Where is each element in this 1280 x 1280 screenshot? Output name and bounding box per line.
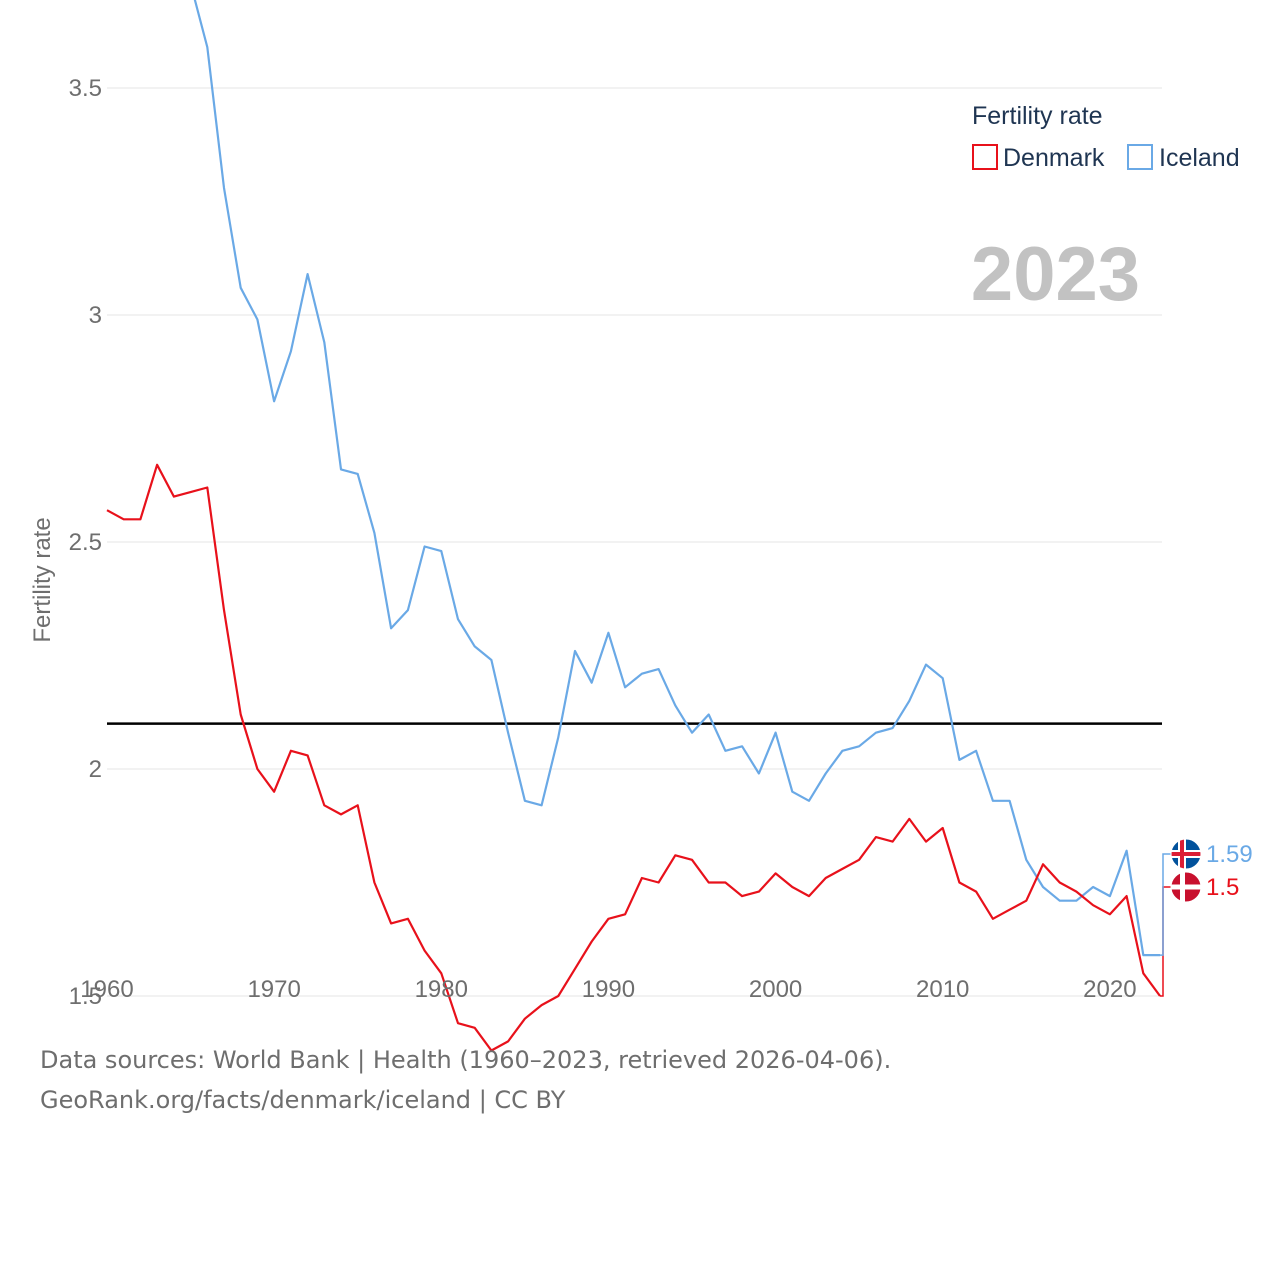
end-connector-iceland [1160,853,1172,956]
attribution-line: GeoRank.org/facts/denmark/iceland | CC B… [40,1080,891,1120]
year-label: 2023 [971,232,1140,317]
series-line-denmark[interactable] [106,463,1161,1052]
legend-title: Fertility rate [972,102,1103,130]
license-text: | CC BY [478,1086,566,1114]
x-tick-label: 1970 [247,976,300,1003]
end-value-label-iceland: 1.59 [1206,841,1253,868]
x-tick-label: 2000 [749,976,802,1003]
legend-swatch-iceland [1127,144,1153,170]
series-lines [106,0,1161,1052]
legend: Fertility rate Denmark Iceland [972,102,1240,172]
legend-label-iceland: Iceland [1159,144,1240,172]
y-tick-label: 2 [89,756,102,783]
legend-swatch-denmark [972,144,998,170]
end-value-label-denmark: 1.5 [1206,874,1239,901]
y-axis-title: Fertility rate [29,517,56,642]
y-tick-label: 3.5 [69,75,102,102]
x-tick-label: 1990 [582,976,635,1003]
x-tick-label: 1980 [415,976,468,1003]
iceland-flag-icon [1170,838,1202,870]
y-tick-label: 1.5 [69,983,102,1010]
y-axis-ticks: 1.522.533.54 [69,75,102,1010]
y-tick-label: 3 [89,302,102,329]
series-line-iceland[interactable] [107,0,1160,957]
legend-item-iceland[interactable]: Iceland [1127,144,1240,172]
y-tick-label: 2.5 [69,529,102,556]
denmark-flag-icon [1170,871,1202,903]
x-axis-ticks: 1960 1970 1980 1990 2000 2010 2020 [80,976,1136,1003]
legend-label-denmark: Denmark [1003,144,1105,172]
end-connector-denmark [1160,886,1172,997]
x-tick-label: 1960 [80,976,133,1003]
x-tick-label: 2020 [1083,976,1136,1003]
footer: Data sources: World Bank | Health (1960–… [40,1040,891,1120]
legend-item-denmark[interactable]: Denmark [972,144,1105,172]
x-tick-label: 2010 [916,976,969,1003]
series-end-labels: 1.5 1.59 [1160,838,1253,997]
source-link[interactable]: GeoRank.org/facts/denmark/iceland [40,1086,472,1114]
data-sources-text: Data sources: World Bank | Health (1960–… [40,1046,892,1074]
